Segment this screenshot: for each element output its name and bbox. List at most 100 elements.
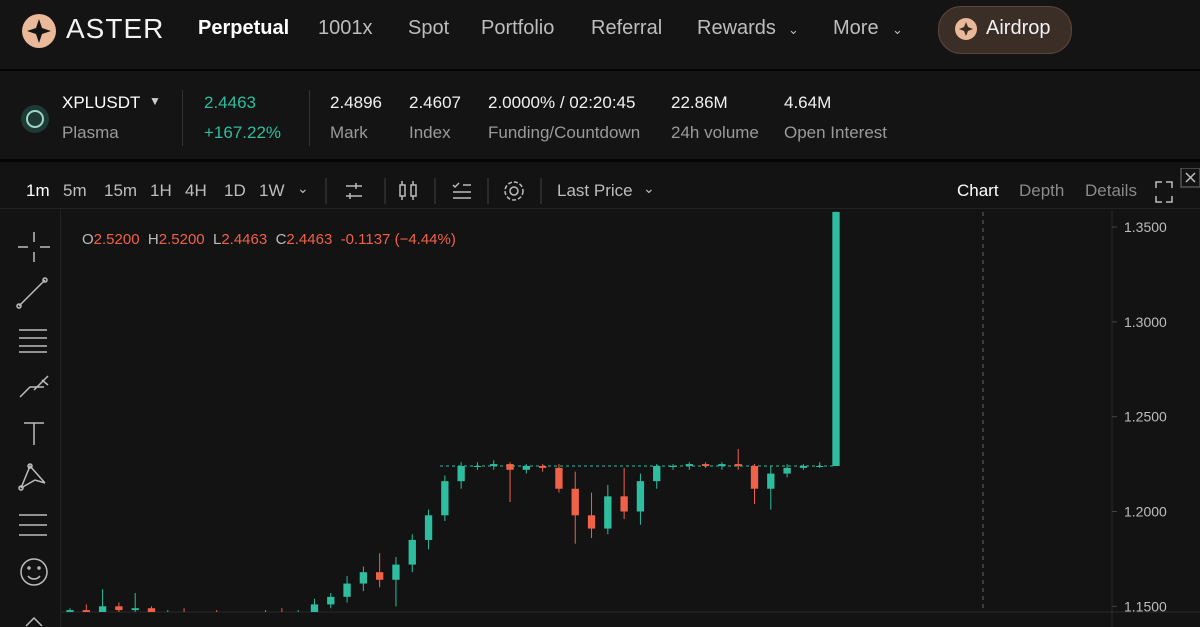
legend-value: 2.4463 xyxy=(221,231,268,248)
chevron[interactable]: ⌄ xyxy=(297,180,309,196)
y-tick-label: 1.2500 xyxy=(1124,409,1167,425)
candle-body xyxy=(636,481,645,512)
interval[interactable]: 15m xyxy=(104,181,138,200)
candle-body xyxy=(832,211,840,466)
candle-body xyxy=(115,606,123,611)
stat-label: Index xyxy=(409,123,451,142)
ticker-bar xyxy=(0,71,1200,162)
legend-key: O xyxy=(82,231,94,248)
nav-item[interactable]: Rewards xyxy=(697,17,776,39)
stat-label: Funding/Countdown xyxy=(488,123,641,142)
symbol-name: Plasma xyxy=(62,123,119,142)
candle-body xyxy=(98,606,107,612)
price-change: +167.22% xyxy=(204,123,282,142)
candle-body xyxy=(392,564,400,580)
window-icons[interactable] xyxy=(1154,168,1200,204)
candle-body xyxy=(587,515,596,529)
candle-body xyxy=(310,604,319,612)
price-type[interactable]: Last Price xyxy=(557,181,633,200)
legend-value: 2.5200 xyxy=(93,231,140,248)
candle-body xyxy=(490,464,498,466)
candle-body xyxy=(767,473,775,489)
nav-item[interactable]: 1001x xyxy=(318,17,373,39)
interval[interactable]: 1H xyxy=(150,181,172,200)
candle-body xyxy=(343,583,351,597)
candle-body xyxy=(669,465,677,467)
interval[interactable]: 1W xyxy=(259,181,285,200)
coin-icon xyxy=(21,105,49,133)
candle-body xyxy=(701,464,710,466)
candle-body xyxy=(571,488,579,516)
candle-body xyxy=(457,465,465,482)
interval[interactable]: 1m xyxy=(26,181,50,200)
nav-item[interactable]: Portfolio xyxy=(481,17,555,39)
candle-body xyxy=(82,610,90,612)
toolbar-divider xyxy=(0,208,1200,209)
candle-body xyxy=(538,465,547,468)
dropdown-arrow[interactable]: ▼ xyxy=(149,94,161,108)
candle-body xyxy=(604,496,612,529)
chevron[interactable]: ⌄ xyxy=(643,180,655,196)
stat-value: 4.64M xyxy=(784,93,832,112)
legend-change: -0.1137 (−4.44%) xyxy=(340,231,456,248)
interval[interactable]: 4H xyxy=(185,181,207,200)
stat-value: 2.0000% / 02:20:45 xyxy=(488,93,636,112)
candle-body xyxy=(197,614,204,616)
legend-value: 2.4463 xyxy=(286,231,333,248)
candle-body xyxy=(685,464,693,466)
legend-key: L xyxy=(212,231,222,248)
y-tick-label: 1.3500 xyxy=(1124,219,1167,235)
view-tab[interactable]: Details xyxy=(1085,181,1137,200)
stat-value: 2.4896 xyxy=(330,93,382,112)
interval[interactable]: 1D xyxy=(224,181,246,200)
nav-item[interactable]: Referral xyxy=(591,17,663,39)
candle-body xyxy=(213,614,220,618)
legend-key: C xyxy=(275,231,287,248)
candle-body xyxy=(653,465,661,482)
candle-body xyxy=(799,465,808,468)
stat-label: 24h volume xyxy=(671,123,759,142)
last-price: 2.4463 xyxy=(204,93,256,112)
tools-divider xyxy=(60,209,61,627)
candle-body xyxy=(441,481,449,516)
candle-body xyxy=(750,465,759,489)
nav-item[interactable]: Perpetual xyxy=(198,17,290,39)
logo-icon xyxy=(22,14,56,48)
symbol[interactable]: XPLUSDT xyxy=(62,93,141,112)
stat-label: Mark xyxy=(330,123,368,142)
ohlc-legend: O2.5200 H2.5200 L2.4463 C2.4463 -0.1137 … xyxy=(82,231,456,248)
stat-label: Open Interest xyxy=(784,123,888,142)
divider xyxy=(309,90,310,146)
chevron: ⌄ xyxy=(788,22,799,37)
candle-body xyxy=(473,465,482,467)
nav-item[interactable]: Spot xyxy=(408,17,450,39)
candle-body xyxy=(229,616,236,618)
candle-body xyxy=(375,572,384,580)
candle-body xyxy=(147,608,156,612)
drawing-tools[interactable] xyxy=(14,230,54,627)
legend-key: H xyxy=(147,231,159,248)
legend-value: 2.5200 xyxy=(158,231,205,248)
nav-item[interactable]: More xyxy=(833,17,879,39)
candle-body xyxy=(555,467,563,489)
y-tick-label: 1.1500 xyxy=(1124,598,1167,614)
chevron: ⌄ xyxy=(892,22,903,37)
logo-text: ASTER xyxy=(66,13,165,44)
view-tab[interactable]: Depth xyxy=(1019,181,1065,200)
candle-body xyxy=(522,465,531,470)
candle-body xyxy=(424,515,433,540)
candle-body xyxy=(246,614,253,616)
view-tab[interactable]: Chart xyxy=(957,181,999,200)
candle-body xyxy=(816,465,824,467)
y-tick-label: 1.2000 xyxy=(1124,504,1167,520)
candle-body xyxy=(359,572,368,584)
interval[interactable]: 5m xyxy=(63,181,87,200)
airdrop-label[interactable]: Airdrop xyxy=(986,17,1051,39)
stat-value: 2.4607 xyxy=(409,93,461,112)
candle-body xyxy=(718,464,726,466)
candle-body xyxy=(327,596,335,605)
toolbar-icons xyxy=(325,178,542,204)
airdrop-icon xyxy=(955,18,977,40)
